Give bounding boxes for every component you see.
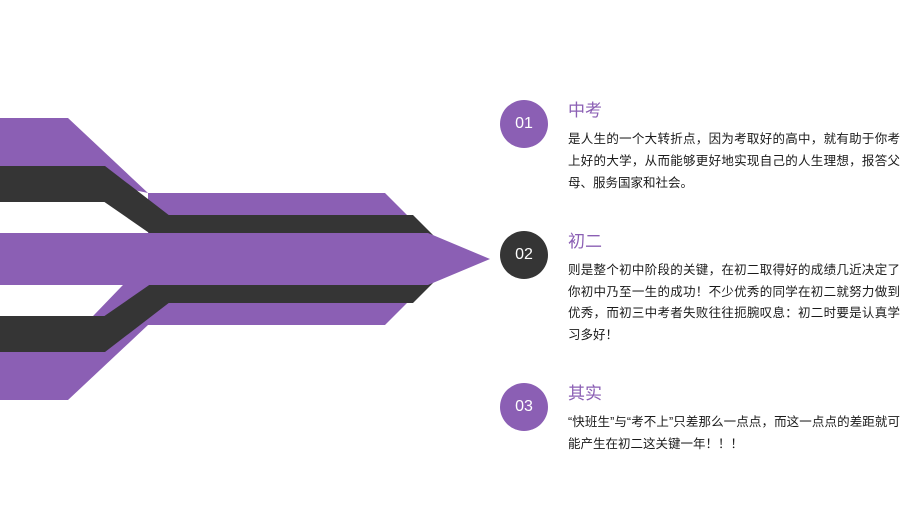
content-item-3: 03 其实 “快班生”与“考不上”只差那么一点点，而这一点点的差距就可能产生在初…	[500, 379, 900, 456]
item-1-title: 中考	[568, 96, 900, 121]
badge-03: 03	[500, 383, 548, 431]
arrows-overlay	[0, 118, 490, 400]
content-item-2: 02 初二 则是整个初中阶段的关键，在初二取得好的成绩几近决定了你初中乃至一生的…	[500, 227, 900, 348]
item-3-body: “快班生”与“考不上”只差那么一点点，而这一点点的差距就可能产生在初二这关键一年…	[568, 412, 900, 456]
item-1-body: 是人生的一个大转折点，因为考取好的高中，就有助于你考上好的大学，从而能够更好地实…	[568, 129, 900, 195]
badge-number: 02	[515, 246, 533, 264]
item-2-body: 则是整个初中阶段的关键，在初二取得好的成绩几近决定了你初中乃至一生的成功！不少优…	[568, 260, 900, 348]
badge-number: 01	[515, 115, 533, 133]
content-item-1: 01 中考 是人生的一个大转折点，因为考取好的高中，就有助于你考上好的大学，从而…	[500, 96, 900, 195]
badge-02: 02	[500, 231, 548, 279]
content-list: 01 中考 是人生的一个大转折点，因为考取好的高中，就有助于你考上好的大学，从而…	[500, 96, 900, 488]
badge-01: 01	[500, 100, 548, 148]
item-2-title: 初二	[568, 227, 900, 252]
badge-number: 03	[515, 398, 533, 416]
item-3-title: 其实	[568, 379, 900, 404]
